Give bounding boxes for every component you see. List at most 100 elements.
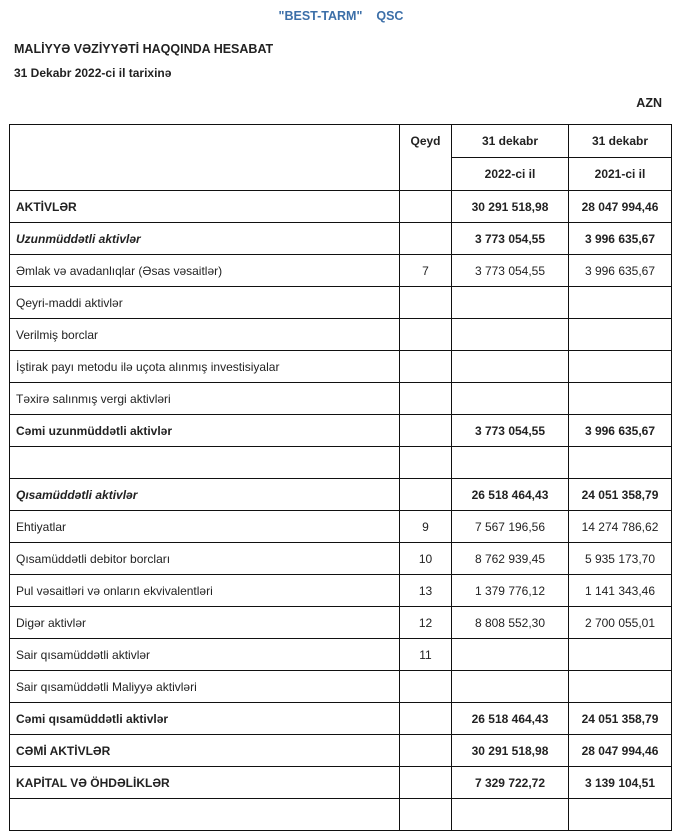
value-2022 <box>451 350 569 383</box>
row-note: 7 <box>399 254 452 287</box>
table-row: Sair qısamüddətli aktivlər 11 <box>9 638 672 671</box>
report-date: 31 Dekabr 2022-ci il tarixinə <box>14 66 172 80</box>
value-2022 <box>451 798 569 831</box>
value-2022 <box>451 318 569 351</box>
row-label: Sair qısamüddətli Maliyyə aktivləri <box>9 670 400 703</box>
table-row: AKTİVLƏR 30 291 518,98 28 047 994,46 <box>9 190 672 223</box>
table-row: İştirak payı metodu ilə uçota alınmış in… <box>9 350 672 383</box>
row-label: Digər aktivlər <box>9 606 400 639</box>
value-2021 <box>568 798 672 831</box>
header-2022-top: 31 dekabr <box>451 124 569 158</box>
table-row: Sair qısamüddətli Maliyyə aktivləri <box>9 670 672 703</box>
company-form: QSC <box>376 9 404 23</box>
row-label: Cəmi qısamüddətli aktivlər <box>9 702 400 735</box>
row-label: Uzunmüddətli aktivlər <box>9 222 400 255</box>
row-note <box>399 190 452 223</box>
row-note <box>399 286 452 319</box>
header-2022-bottom: 2022-ci il <box>451 157 569 191</box>
value-2021: 28 047 994,46 <box>568 734 672 767</box>
row-note <box>399 318 452 351</box>
row-note: 12 <box>399 606 452 639</box>
value-2022: 7 329 722,72 <box>451 766 569 799</box>
company-name-text: "BEST-TARM" <box>278 9 363 23</box>
report-title: MALİYYƏ VƏZİYYƏTİ HAQQINDA HESABAT <box>14 42 274 56</box>
table-row: Qısamüddətli debitor borcları 10 8 762 939… <box>9 542 672 575</box>
row-label: Qısamüddətli aktivlər <box>9 478 400 511</box>
row-note <box>399 766 452 799</box>
row-note <box>399 478 452 511</box>
row-note <box>399 670 452 703</box>
table-row: Qeyri-maddi aktivlər <box>9 286 672 319</box>
table-row: Digər aktivlər 12 8 808 552,30 2 700 055,01 <box>9 606 672 639</box>
table-row: CƏMİ AKTİVLƏR 30 291 518,98 28 047 994,46 <box>9 734 672 767</box>
row-note <box>399 798 452 831</box>
row-label: CƏMİ AKTİVLƏR <box>9 734 400 767</box>
currency-label: AZN <box>636 96 662 110</box>
value-2022 <box>451 638 569 671</box>
table-row: Ehtiyatlar 9 7 567 196,56 14 274 786,62 <box>9 510 672 543</box>
value-2021: 24 051 358,79 <box>568 702 672 735</box>
row-label: Təxirə salınmış vergi aktivləri <box>9 382 400 415</box>
value-2021: 3 996 635,67 <box>568 254 672 287</box>
value-2021 <box>568 446 672 479</box>
value-2021: 3 996 635,67 <box>568 222 672 255</box>
table-row <box>9 446 672 479</box>
row-note <box>399 382 452 415</box>
row-label: Cəmi uzunmüddətli aktivlər <box>9 414 400 447</box>
value-2021 <box>568 350 672 383</box>
balance-sheet-table: Qeyd 31 dekabr 31 dekabr 2022-ci il 2021… <box>9 124 672 831</box>
value-2021: 24 051 358,79 <box>568 478 672 511</box>
value-2021 <box>568 286 672 319</box>
header-row: Qeyd 31 dekabr 31 dekabr <box>9 124 672 191</box>
value-2022: 8 762 939,45 <box>451 542 569 575</box>
value-2021: 3 139 104,51 <box>568 766 672 799</box>
value-2022 <box>451 286 569 319</box>
row-label <box>9 446 400 479</box>
row-note <box>399 446 452 479</box>
row-label: KAPİTAL VƏ ÖHDƏLİKLƏR <box>9 766 400 799</box>
table-row: Təxirə salınmış vergi aktivləri <box>9 382 672 415</box>
value-2022: 30 291 518,98 <box>451 190 569 223</box>
value-2022: 26 518 464,43 <box>451 478 569 511</box>
value-2022: 3 773 054,55 <box>451 222 569 255</box>
value-2022 <box>451 446 569 479</box>
row-label: Sair qısamüddətli aktivlər <box>9 638 400 671</box>
row-note: 9 <box>399 510 452 543</box>
value-2022: 7 567 196,56 <box>451 510 569 543</box>
row-note <box>399 702 452 735</box>
header-2021-bottom: 2021-ci il <box>568 157 672 191</box>
table-row: KAPİTAL VƏ ÖHDƏLİKLƏR 7 329 722,72 3 139 1… <box>9 766 672 799</box>
row-note: 10 <box>399 542 452 575</box>
row-label: Pul vəsaitləri və onların ekvivalentləri <box>9 574 400 607</box>
value-2021 <box>568 670 672 703</box>
table-row: Verilmiş borclar <box>9 318 672 351</box>
table-row: Əmlak və avadanlıqlar (Əsas vəsaitlər) 7 3… <box>9 254 672 287</box>
row-label: AKTİVLƏR <box>9 190 400 223</box>
row-note <box>399 734 452 767</box>
row-note <box>399 350 452 383</box>
value-2022: 1 379 776,12 <box>451 574 569 607</box>
value-2021: 3 996 635,67 <box>568 414 672 447</box>
header-empty <box>9 124 400 191</box>
table-row: Qısamüddətli aktivlər 26 518 464,43 24 051… <box>9 478 672 511</box>
value-2022 <box>451 670 569 703</box>
value-2022: 3 773 054,55 <box>451 254 569 287</box>
row-label: Verilmiş borclar <box>9 318 400 351</box>
table-row: Uzunmüddətli aktivlər 3 773 054,55 3 996 6… <box>9 222 672 255</box>
value-2022: 3 773 054,55 <box>451 414 569 447</box>
row-label: Ehtiyatlar <box>9 510 400 543</box>
value-2021: 2 700 055,01 <box>568 606 672 639</box>
row-note: 11 <box>399 638 452 671</box>
value-2021 <box>568 638 672 671</box>
value-2022 <box>451 382 569 415</box>
value-2022: 8 808 552,30 <box>451 606 569 639</box>
row-note <box>399 222 452 255</box>
header-note: Qeyd <box>399 124 452 191</box>
value-2021: 5 935 173,70 <box>568 542 672 575</box>
row-label: Əmlak və avadanlıqlar (Əsas vəsaitlər) <box>9 254 400 287</box>
value-2021: 14 274 786,62 <box>568 510 672 543</box>
row-label: İştirak payı metodu ilə uçota alınmış in… <box>9 350 400 383</box>
row-label: Qeyri-maddi aktivlər <box>9 286 400 319</box>
row-note: 13 <box>399 574 452 607</box>
value-2021: 1 141 343,46 <box>568 574 672 607</box>
